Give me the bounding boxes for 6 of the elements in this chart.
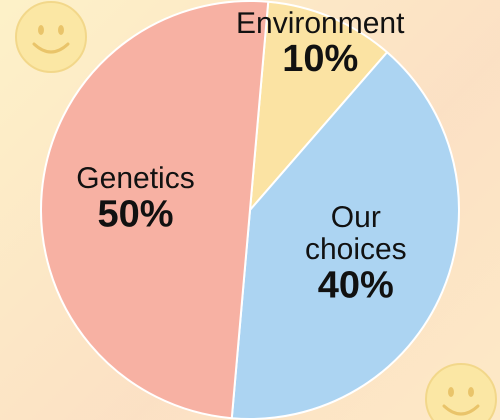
slice-label: Genetics	[76, 162, 195, 196]
data-label: 40%	[318, 264, 394, 306]
slice-label: Environment	[236, 6, 406, 40]
data-label: 10%	[282, 38, 358, 80]
data-label: 50%	[97, 193, 174, 236]
slice-label: Our choices	[304, 201, 407, 266]
